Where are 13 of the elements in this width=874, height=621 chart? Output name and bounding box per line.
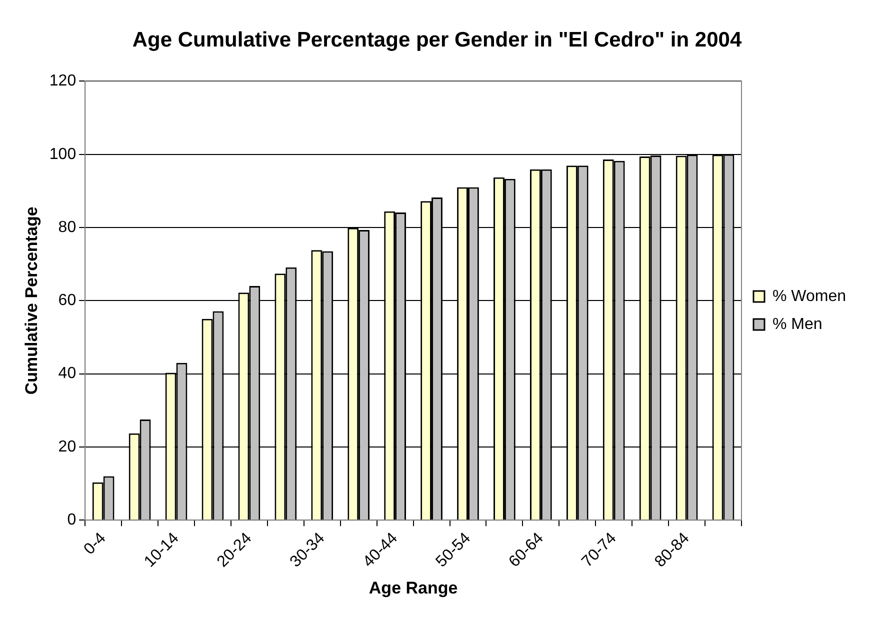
y-tick-label: 0 [67, 511, 76, 528]
x-axis-title: Age Range [368, 578, 458, 598]
legend-label: % Men [772, 316, 822, 333]
y-tick-label: 100 [49, 146, 76, 163]
y-tick-label: 60 [58, 292, 76, 310]
x-tick-label: 0-4 [80, 530, 110, 558]
y-tick-label: 80 [58, 218, 76, 236]
legend-label: % Women [772, 288, 846, 305]
y-tick-label: 120 [49, 72, 76, 90]
y-tick-label: 40 [58, 365, 76, 382]
chart-title: Age Cumulative Percentage per Gender in "El Cedro" in 2004 [132, 28, 742, 52]
y-axis-title: Cumulative Percentage [22, 206, 41, 395]
y-tick-label: 20 [58, 438, 76, 456]
